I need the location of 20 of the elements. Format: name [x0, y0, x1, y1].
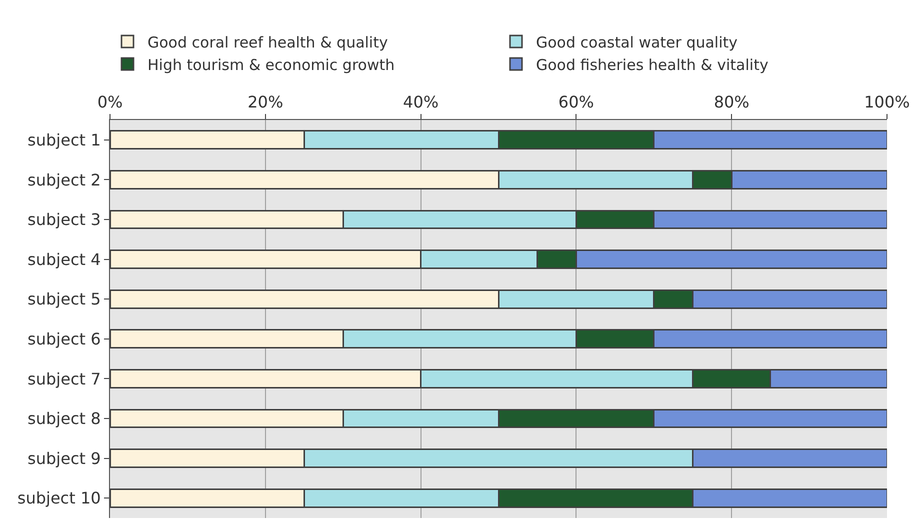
- x-tick-label: 60%: [558, 92, 594, 112]
- y-tick-label: subject 1: [28, 130, 101, 150]
- y-tick-label: subject 5: [28, 290, 101, 309]
- x-tick-label: 20%: [248, 92, 284, 112]
- y-tick-label: subject 6: [28, 330, 101, 348]
- legend-label: High tourism & economic growth: [148, 56, 395, 74]
- x-tick-label: 100%: [864, 92, 910, 112]
- y-tick-label: subject 9: [28, 448, 101, 468]
- x-tick-label: 0%: [97, 92, 123, 112]
- y-tick-label: subject 8: [28, 409, 101, 428]
- y-tick-label: subject 10: [17, 488, 101, 508]
- x-tick-label: 80%: [714, 92, 750, 112]
- y-tick-label: subject 7: [28, 369, 101, 388]
- y-tick-label: subject 3: [28, 210, 101, 230]
- legend-label: Good coastal water quality: [536, 33, 738, 52]
- legend-label: Good coral reef health & quality: [148, 33, 388, 52]
- x-tick-label: 40%: [403, 92, 439, 112]
- legend-label: Good fisheries health & vitality: [536, 56, 768, 74]
- y-tick-label: subject 4: [28, 250, 101, 269]
- y-tick-label: subject 2: [28, 170, 101, 190]
